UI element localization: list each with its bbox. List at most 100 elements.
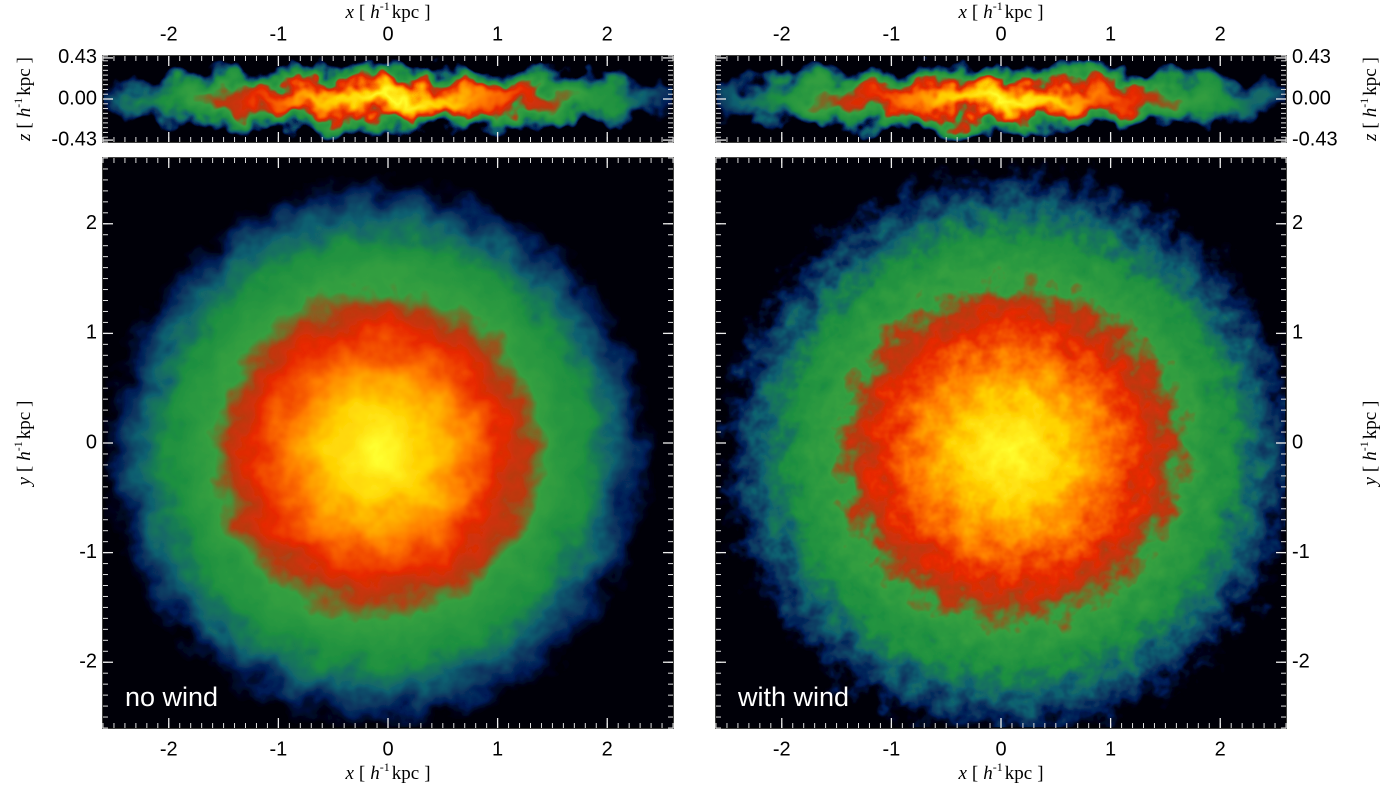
x-tick-label: -2 xyxy=(773,738,791,760)
x-tick-label: -2 xyxy=(773,23,791,45)
y-tick-label: 2 xyxy=(1292,212,1303,234)
y-tick-label: 0.00 xyxy=(1292,87,1331,109)
x-tick-label: 1 xyxy=(1105,23,1116,45)
y-tick-label: 1 xyxy=(1292,322,1303,344)
figure: -2-1012-0.430.000.43x[h-1kpc]z[h-1kpc]-2… xyxy=(0,0,1396,789)
label-part: [ xyxy=(1360,466,1381,472)
x-tick-label: 2 xyxy=(602,738,613,760)
x-tick-label: 2 xyxy=(1215,23,1226,45)
density-map xyxy=(98,158,673,733)
axis-label: y [ h-1 kpc] xyxy=(11,400,36,487)
x-tick-label: -2 xyxy=(160,23,178,45)
label-part: [ xyxy=(14,122,35,128)
x-tick-label: 1 xyxy=(492,738,503,760)
label-part: h xyxy=(1360,108,1381,118)
x-tick-label: -1 xyxy=(882,23,900,45)
label-part: [ xyxy=(972,763,978,784)
axis-label: z [ h-1 kpc] xyxy=(1357,57,1382,142)
y-tick-label: 2 xyxy=(86,212,97,234)
x-tick-label: 0 xyxy=(995,23,1006,45)
y-tick-label: 0.00 xyxy=(58,87,97,109)
y-tick-label: 0 xyxy=(1292,431,1303,453)
density-map xyxy=(76,56,701,142)
y-tick-label: 1 xyxy=(86,322,97,344)
label-part: h xyxy=(14,108,35,118)
density-blob xyxy=(715,163,1307,744)
label-part: h xyxy=(983,2,993,23)
y-tick-label: -1 xyxy=(1292,541,1310,563)
label-part: -1 xyxy=(11,98,25,108)
x-tick-label: -1 xyxy=(269,738,287,760)
y-tick-label: -0.43 xyxy=(1292,128,1338,150)
label-part: h xyxy=(370,2,380,23)
label-part: [ xyxy=(359,2,365,23)
axis-label: y[h-1kpc] xyxy=(1357,400,1382,487)
panel-label: no wind xyxy=(125,682,218,712)
y-tick-label: -2 xyxy=(1292,651,1310,673)
label-part: kpc xyxy=(1005,2,1032,23)
x-tick-label: 0 xyxy=(995,738,1006,760)
label-part: h xyxy=(370,763,380,784)
density-blob xyxy=(98,173,657,732)
label-part: h xyxy=(983,763,993,784)
y-tick-label: 0 xyxy=(86,431,97,453)
density-map xyxy=(689,56,1314,142)
label-part: x xyxy=(344,2,354,23)
y-tick-label: -2 xyxy=(79,651,97,673)
label-part: -1 xyxy=(993,760,1003,774)
label-part: kpc xyxy=(1360,412,1381,439)
label-part: -1 xyxy=(1357,98,1371,108)
label-part: kpc xyxy=(14,68,35,95)
label-part: ] xyxy=(1360,400,1381,406)
y-tick-label: -0.43 xyxy=(51,128,97,150)
label-part: kpc xyxy=(1360,68,1381,95)
y-tick-label: 0.43 xyxy=(58,46,97,68)
label-part: kpc xyxy=(392,2,419,23)
label-part: ] xyxy=(1037,763,1043,784)
label-part: x xyxy=(957,2,967,23)
label-part: [ xyxy=(972,2,978,23)
label-part: ] xyxy=(424,763,430,784)
label-part: -1 xyxy=(993,0,1003,13)
page: -2-1012-0.430.000.43x[h-1kpc]z[h-1kpc]-2… xyxy=(0,0,1396,789)
label-part: [ xyxy=(359,763,365,784)
label-part: kpc xyxy=(1005,763,1032,784)
x-tick-label: -1 xyxy=(882,738,900,760)
x-tick-label: 1 xyxy=(492,23,503,45)
label-part: -1 xyxy=(11,441,25,451)
density-blob xyxy=(76,63,701,135)
density-map xyxy=(715,158,1307,743)
x-tick-label: 0 xyxy=(382,23,393,45)
x-tick-label: 0 xyxy=(382,738,393,760)
label-part: ] xyxy=(424,2,430,23)
label-part: h xyxy=(14,451,35,461)
x-tick-label: 2 xyxy=(602,23,613,45)
label-part: y xyxy=(1360,477,1381,488)
label-part: x xyxy=(957,763,967,784)
label-part: ] xyxy=(1037,2,1043,23)
label-part: kpc xyxy=(14,412,35,439)
label-part: [ xyxy=(1360,122,1381,128)
label-part: z xyxy=(14,133,35,142)
label-part: [ xyxy=(14,466,35,472)
label-part: ] xyxy=(14,57,35,63)
y-tick-label: -1 xyxy=(79,541,97,563)
label-part: z xyxy=(1360,133,1381,142)
label-part: ] xyxy=(14,400,35,406)
label-part: ] xyxy=(1360,57,1381,63)
label-part: x xyxy=(344,763,354,784)
density-blob xyxy=(689,63,1314,135)
label-part: kpc xyxy=(392,763,419,784)
x-tick-label: 1 xyxy=(1105,738,1116,760)
label-part: -1 xyxy=(1357,441,1371,451)
y-tick-label: 0.43 xyxy=(1292,46,1331,68)
label-part: y xyxy=(14,477,35,488)
x-tick-label: 2 xyxy=(1215,738,1226,760)
axis-label: z [ h-1 kpc] xyxy=(11,57,36,142)
x-tick-label: -1 xyxy=(269,23,287,45)
label-part: -1 xyxy=(380,0,390,13)
